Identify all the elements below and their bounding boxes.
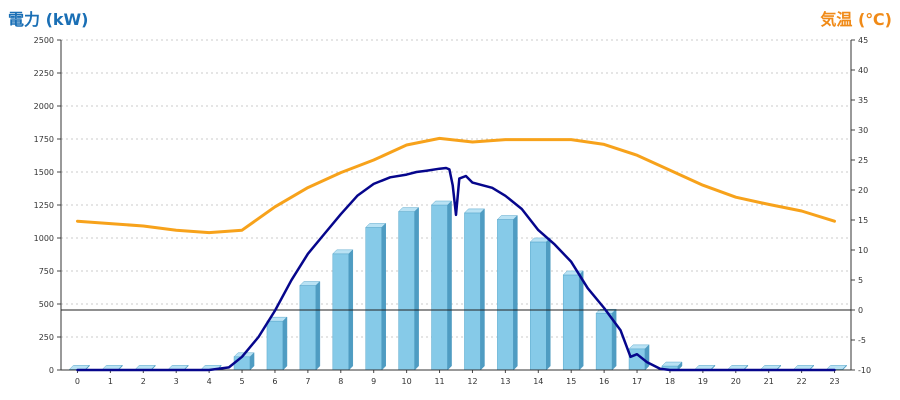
bar <box>365 222 387 371</box>
bar-front <box>398 211 415 371</box>
bar <box>463 208 486 371</box>
x-tick-label: 11 <box>434 377 444 386</box>
bar-side <box>578 270 584 371</box>
bar-front <box>365 227 382 371</box>
bar-side <box>644 344 650 371</box>
y-tick-label-right: 40 <box>858 66 868 75</box>
y-tick-label-left: 500 <box>39 300 54 309</box>
bar <box>529 237 551 371</box>
bar-side <box>381 222 386 371</box>
bar-side <box>282 316 288 371</box>
bar-side <box>315 280 321 371</box>
y-tick-label-right: 35 <box>858 96 868 105</box>
y-tick-label-right: 45 <box>858 36 868 45</box>
y-tick-label-right: 5 <box>858 276 863 285</box>
y-tick-label-right: 10 <box>858 246 868 255</box>
y-tick-label-left: 2000 <box>34 102 54 111</box>
bar-front <box>299 285 317 371</box>
line-series <box>76 136 836 372</box>
tick-labels: 02505007501000125015001750200022502500-1… <box>34 36 871 386</box>
x-tick-label: 21 <box>764 377 774 386</box>
bar <box>398 206 420 371</box>
x-tick-label: 13 <box>500 377 510 386</box>
bar-front <box>332 253 350 371</box>
bar <box>430 200 453 371</box>
y-tick-label-right: -10 <box>858 366 871 375</box>
x-tick-label: 6 <box>272 377 277 386</box>
y-axis-title-right: 気温 (℃) <box>820 10 892 29</box>
bar <box>299 280 321 371</box>
bar-series <box>68 200 848 371</box>
x-tick-label: 15 <box>566 377 576 386</box>
x-tick-label: 17 <box>632 377 642 386</box>
x-tick-label: 3 <box>174 377 179 386</box>
bar-front <box>431 204 448 371</box>
bar <box>562 270 584 371</box>
y-tick-label-left: 1500 <box>34 168 54 177</box>
bar-side <box>480 208 485 371</box>
bar-front <box>562 274 580 371</box>
x-tick-label: 8 <box>338 377 343 386</box>
gridlines <box>61 39 851 338</box>
y-tick-label-right: -5 <box>858 336 866 345</box>
y-tick-label-left: 750 <box>39 267 54 276</box>
bar-front <box>464 212 481 371</box>
y-tick-label-left: 250 <box>39 333 54 342</box>
x-tick-label: 12 <box>467 377 477 386</box>
y-tick-label-right: 0 <box>858 306 863 315</box>
y-axis-title-left: 電力 (kW) <box>8 10 89 29</box>
x-tick-label: 16 <box>599 377 609 386</box>
bar-side <box>249 352 255 371</box>
bar-side <box>546 237 551 371</box>
bar-front <box>530 241 547 371</box>
y-tick-label-right: 30 <box>858 126 868 135</box>
y-tick-label-left: 1000 <box>34 234 54 243</box>
x-tick-label: 14 <box>533 377 543 386</box>
x-tick-label: 20 <box>731 377 741 386</box>
y-tick-label-left: 1250 <box>34 201 54 210</box>
bar-side <box>513 214 518 371</box>
x-tick-label: 22 <box>797 377 807 386</box>
x-tick-label: 2 <box>141 377 146 386</box>
bar-front <box>266 320 284 371</box>
y-tick-label-left: 2250 <box>34 69 54 78</box>
bar-side <box>414 206 419 371</box>
y-tick-label-left: 0 <box>49 366 54 375</box>
x-tick-label: 10 <box>402 377 412 386</box>
x-tick-label: 18 <box>665 377 675 386</box>
x-tick-label: 7 <box>305 377 310 386</box>
x-tick-label: 19 <box>698 377 708 386</box>
bar-side <box>447 200 452 371</box>
y-tick-label-right: 25 <box>858 156 868 165</box>
bar <box>496 214 518 371</box>
y-tick-label-right: 20 <box>858 186 868 195</box>
power-line <box>76 166 836 372</box>
x-tick-label: 23 <box>829 377 839 386</box>
x-tick-label: 0 <box>75 377 80 386</box>
x-tick-label: 5 <box>239 377 244 386</box>
y-tick-label-left: 1750 <box>34 135 54 144</box>
temperature-line <box>76 136 836 235</box>
bar-front <box>497 219 514 371</box>
y-tick-label-right: 15 <box>858 216 868 225</box>
y-tick-label-left: 2500 <box>34 36 54 45</box>
bar-side <box>677 361 683 371</box>
x-tick-label: 9 <box>371 377 376 386</box>
x-tick-label: 4 <box>207 377 212 386</box>
bar-front <box>595 312 613 371</box>
bar-front <box>233 356 251 371</box>
x-tick-label: 1 <box>108 377 113 386</box>
bar <box>266 316 288 371</box>
